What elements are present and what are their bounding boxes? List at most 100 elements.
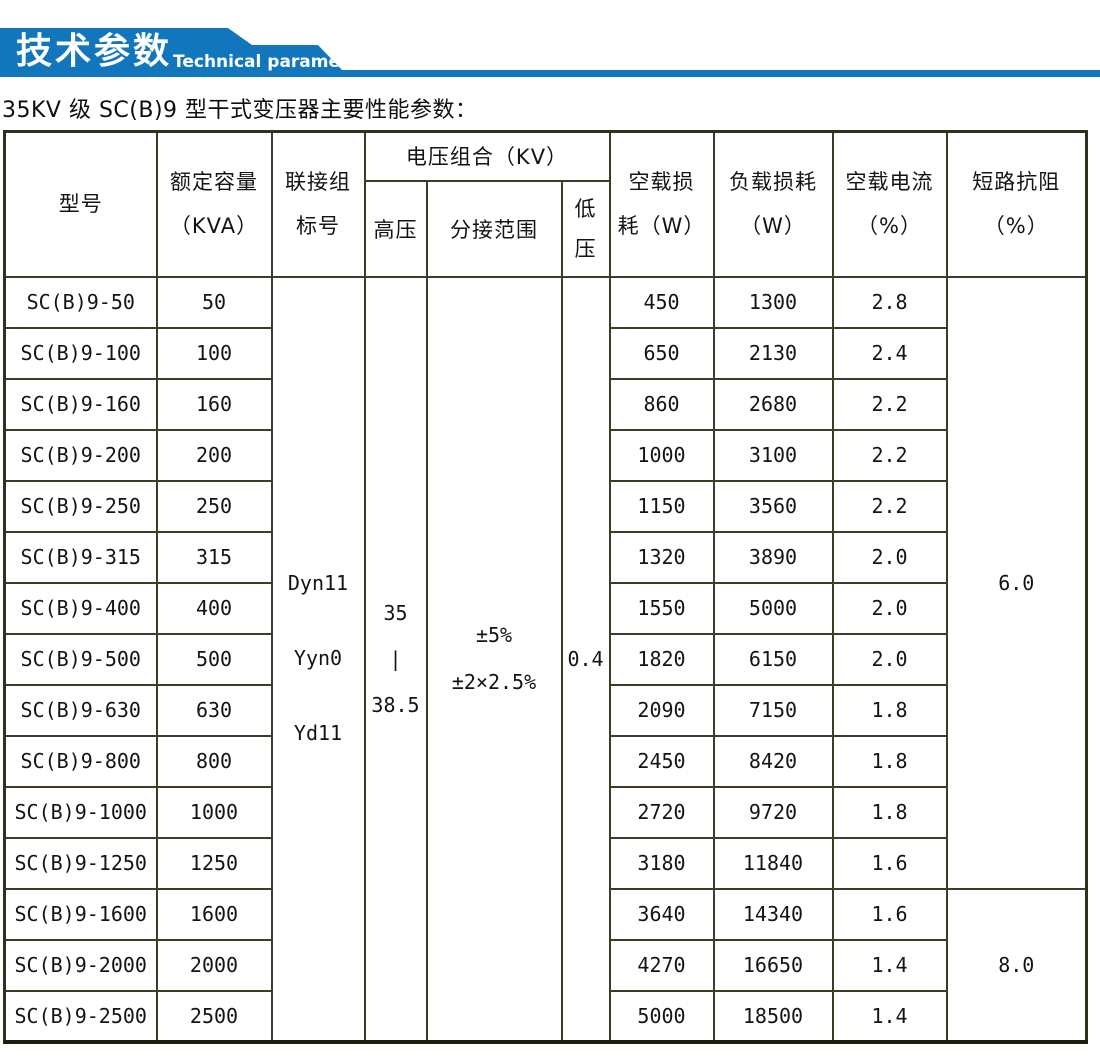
no-load-loss-cell: 1000 <box>608 428 715 482</box>
no-load-loss-cell: 450 <box>608 275 715 329</box>
load-loss-cell: 1300 <box>712 275 834 329</box>
capacity-cell: 500 <box>155 632 273 686</box>
no-load-current-cell: 1.8 <box>831 734 948 788</box>
no-load-loss-cell: 4270 <box>608 938 715 992</box>
table-row: SC(B)9-500 500 1820 6150 2.0 <box>3 632 1087 686</box>
impedance-cell: 8.0 <box>945 887 1088 1043</box>
capacity-cell: 800 <box>155 734 273 788</box>
load-loss-cell: 2130 <box>712 326 834 380</box>
capacity-cell: 400 <box>155 581 273 635</box>
model-cell: SC(B)9-2500 <box>3 989 158 1043</box>
model-cell: SC(B)9-100 <box>3 326 158 380</box>
table-row: SC(B)9-1600 1600 3640 14340 1.6 8.0 <box>3 887 1088 1043</box>
header-connection-line2: 标号 <box>296 214 340 239</box>
table-row: SC(B)9-2500 2500 5000 18500 1.4 <box>3 989 1087 1043</box>
model-cell: SC(B)9-800 <box>3 734 158 788</box>
table-row: SC(B)9-630 630 2090 7150 1.8 <box>3 683 1087 737</box>
table-row: SC(B)9-400 400 1550 5000 2.0 <box>3 581 1087 635</box>
header-model: 型号 <box>3 130 158 278</box>
tap-range-value: ±5% <box>475 622 513 647</box>
table-row: SC(B)9-800 800 2450 8420 1.8 <box>3 734 1087 788</box>
no-load-loss-cell: 1820 <box>608 632 715 686</box>
capacity-cell: 1000 <box>155 785 273 839</box>
header-capacity: 额定容量 （KVA） <box>155 130 273 278</box>
no-load-loss-cell: 860 <box>608 377 715 431</box>
capacity-cell: 1600 <box>155 887 273 941</box>
no-load-current-cell: 2.8 <box>831 275 948 329</box>
header-no-load-loss: 空载损 耗（W） <box>608 130 715 278</box>
header-load-loss-line1: 负载损耗 <box>729 170 817 195</box>
table-row: SC(B)9-160 160 860 2680 2.2 <box>3 377 1087 431</box>
capacity-cell: 315 <box>155 530 273 584</box>
header-hv: 高压 <box>363 179 428 278</box>
hv-value: 35 <box>383 600 408 625</box>
no-load-loss-cell: 650 <box>608 326 715 380</box>
table-row: SC(B)9-2000 2000 4270 16650 1.4 <box>3 938 1087 992</box>
load-loss-cell: 3890 <box>712 530 834 584</box>
model-cell: SC(B)9-1600 <box>3 887 158 941</box>
load-loss-cell: 2680 <box>712 377 834 431</box>
table-row: SC(B)9-315 315 1320 3890 2.0 <box>3 530 1087 584</box>
no-load-loss-cell: 1320 <box>608 530 715 584</box>
no-load-current-cell: 1.4 <box>831 989 948 1043</box>
capacity-cell: 2000 <box>155 938 273 992</box>
hv-value: | <box>389 646 402 671</box>
banner-title-cn: 技术参数 <box>16 31 173 72</box>
table-row: SC(B)9-200 200 1000 3100 2.2 <box>3 428 1087 482</box>
capacity-cell: 2500 <box>155 989 273 1043</box>
no-load-current-cell: 1.8 <box>831 785 948 839</box>
capacity-cell: 250 <box>155 479 273 533</box>
model-cell: SC(B)9-200 <box>3 428 158 482</box>
no-load-current-cell: 1.4 <box>831 938 948 992</box>
header-no-load-current-line2: （%） <box>857 214 922 239</box>
model-cell: SC(B)9-250 <box>3 479 158 533</box>
model-cell: SC(B)9-160 <box>3 377 158 431</box>
banner-title-en: Technical parameter <box>173 52 369 72</box>
header-model-label: 型号 <box>58 192 103 217</box>
table-row: SC(B)9-1000 1000 2720 9720 1.8 <box>3 785 1087 839</box>
no-load-loss-cell: 3180 <box>608 836 715 890</box>
capacity-cell: 160 <box>155 377 273 431</box>
no-load-current-cell: 2.2 <box>831 428 948 482</box>
model-cell: SC(B)9-50 <box>3 275 158 329</box>
header-no-load-current-line1: 空载电流 <box>845 170 934 195</box>
capacity-cell: 50 <box>155 275 273 329</box>
no-load-current-cell: 1.8 <box>831 683 948 737</box>
load-loss-cell: 3100 <box>712 428 834 482</box>
tap-range-cell: ±5% ±2×2.5% <box>425 275 563 1043</box>
no-load-loss-cell: 2090 <box>608 683 715 737</box>
capacity-cell: 200 <box>155 428 273 482</box>
capacity-cell: 1250 <box>155 836 273 890</box>
table-row: SC(B)9-100 100 650 2130 2.4 <box>3 326 1087 380</box>
table-caption: 35KV 级 SC(B)9 型干式变压器主要性能参数： <box>2 98 478 123</box>
lv-cell: 0.4 <box>560 275 611 1043</box>
model-cell: SC(B)9-2000 <box>3 938 158 992</box>
model-cell: SC(B)9-1250 <box>3 836 158 890</box>
no-load-loss-cell: 2450 <box>608 734 715 788</box>
table-row: SC(B)9-1250 1250 3180 11840 1.6 <box>3 836 1087 890</box>
hv-cell: 35 | 38.5 <box>363 275 428 1043</box>
load-loss-cell: 7150 <box>712 683 834 737</box>
header-tap-range: 分接范围 <box>425 179 563 278</box>
spec-table-body: SC(B)9-50 50 Dyn11 Yyn0 Yd11 35 | 38.5 ±5% ±2×2.5… <box>3 275 1088 1043</box>
header-capacity-line1: 额定容量 <box>170 170 258 195</box>
load-loss-cell: 14340 <box>712 887 834 941</box>
load-loss-cell: 18500 <box>712 989 834 1043</box>
impedance-cell: 6.0 <box>945 275 1088 890</box>
model-cell: SC(B)9-400 <box>3 581 158 635</box>
capacity-cell: 100 <box>155 326 273 380</box>
header-impedance-line2: （%） <box>983 214 1049 239</box>
header-load-loss-line2: （W） <box>740 214 806 239</box>
connection-group-value: Yyn0 <box>293 646 343 670</box>
no-load-loss-cell: 3640 <box>608 887 715 941</box>
header-lv-line2: 压 <box>574 236 597 261</box>
load-loss-cell: 3560 <box>712 479 834 533</box>
header-no-load-loss-line1: 空载损 <box>628 170 695 195</box>
load-loss-cell: 6150 <box>712 632 834 686</box>
no-load-current-cell: 2.0 <box>831 581 948 635</box>
header-capacity-line2: （KVA） <box>169 214 259 239</box>
header-row-2: 高压 分接范围 低 压 <box>5 179 1087 278</box>
model-cell: SC(B)9-500 <box>3 632 158 686</box>
header-impedance: 短路抗阻 （%） <box>945 130 1088 278</box>
